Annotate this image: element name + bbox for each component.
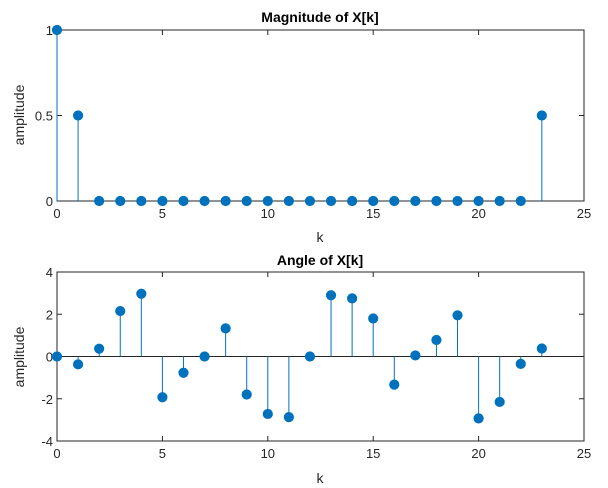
angle-stem-marker — [115, 305, 126, 317]
angle-ytick-label: -2 — [41, 392, 53, 407]
angle-stem-marker — [136, 288, 147, 299]
magnitude-stem-marker — [283, 195, 294, 207]
angle-xtick-label: 0 — [53, 446, 60, 461]
angle-stem-marker — [94, 343, 105, 354]
angle-subplot: Angle of X[k] k amplitude 0 5 10 15 20 25-4-2… — [11, 252, 591, 486]
angle-xtick-label: 15 — [366, 446, 380, 461]
angle-stem-marker — [241, 389, 252, 400]
angle-stem-marker — [536, 343, 547, 354]
magnitude-stem-marker — [72, 110, 84, 121]
magnitude-xtick-label: 5 — [159, 206, 166, 221]
magnitude-stem-marker — [94, 195, 105, 207]
angle-stem-marker — [199, 351, 210, 362]
magnitude-stem-marker — [136, 195, 147, 207]
magnitude-ylabel: amplitude — [11, 84, 27, 145]
angle-stem-marker — [262, 408, 273, 420]
magnitude-stem-marker — [115, 195, 126, 207]
magnitude-xtick-label: 20 — [471, 206, 485, 221]
magnitude-stem-marker — [304, 195, 316, 207]
magnitude-subplot: Magnitude of X[k] k amplitude 0 5 10 15 20 25… — [11, 9, 591, 245]
angle-ylabel: amplitude — [11, 326, 27, 387]
magnitude-stem-marker — [51, 24, 63, 36]
magnitude-title: Magnitude of X[k] — [261, 9, 378, 25]
angle-stem-marker — [72, 359, 84, 370]
magnitude-stem-marker — [157, 195, 168, 207]
magnitude-stem-marker — [178, 195, 189, 207]
angle-title: Angle of X[k] — [277, 252, 363, 268]
magnitude-stem-marker — [389, 195, 400, 207]
angle-stem-marker — [347, 293, 358, 304]
magnitude-stem-marker — [473, 195, 484, 207]
magnitude-stem-marker — [262, 195, 273, 207]
angle-stem-marker — [283, 412, 294, 423]
angle-stem-marker — [389, 379, 400, 390]
magnitude-stem-marker — [368, 195, 379, 207]
angle-ytick-label: 2 — [46, 307, 53, 322]
angle-stem-marker — [51, 351, 63, 362]
magnitude-stem-marker — [410, 195, 421, 207]
angle-stem-marker — [178, 367, 189, 378]
magnitude-xtick-label: 0 — [53, 206, 60, 221]
angle-stem-marker — [473, 413, 484, 424]
magnitude-ytick-label: 1 — [46, 23, 53, 38]
magnitude-stem-marker — [325, 195, 337, 207]
magnitude-stem-marker — [347, 195, 358, 207]
angle-stem-marker — [304, 351, 316, 362]
magnitude-axes-frame — [56, 29, 585, 202]
angle-ytick-label: 4 — [46, 265, 53, 280]
angle-stem-marker — [368, 313, 379, 324]
magnitude-stem-marker — [452, 195, 463, 207]
magnitude-xtick-label: 25 — [577, 206, 591, 221]
angle-stem-marker — [431, 334, 442, 346]
magnitude-ytick-label: 0 — [46, 194, 53, 209]
angle-xlabel: k — [317, 470, 325, 486]
magnitude-stem-marker — [220, 195, 231, 207]
angle-stem-marker — [325, 290, 337, 301]
angle-stem-marker — [157, 392, 168, 403]
angle-xtick-label: 5 — [159, 446, 166, 461]
angle-ytick-label: -4 — [41, 434, 53, 449]
angle-stem-marker — [410, 350, 421, 361]
angle-stem-marker — [220, 323, 231, 334]
magnitude-xlabel: k — [317, 229, 325, 245]
angle-xtick-label: 10 — [261, 446, 275, 461]
magnitude-stem-marker — [515, 195, 526, 207]
magnitude-stem-marker — [431, 195, 442, 207]
angle-stem-marker — [515, 358, 526, 369]
magnitude-ytick-label: 0.5 — [35, 109, 53, 124]
angle-stem-marker — [494, 396, 505, 408]
magnitude-xtick-label: 10 — [261, 206, 275, 221]
angle-stem-marker — [452, 310, 463, 321]
magnitude-stem-marker — [536, 110, 547, 121]
magnitude-xtick-label: 15 — [366, 206, 380, 221]
magnitude-stem-marker — [199, 195, 210, 207]
angle-ytick-label: 0 — [46, 350, 53, 365]
angle-xtick-label: 20 — [471, 446, 485, 461]
angle-xtick-label: 25 — [577, 446, 591, 461]
magnitude-stem-marker — [494, 195, 505, 207]
magnitude-stem-marker — [241, 195, 252, 207]
